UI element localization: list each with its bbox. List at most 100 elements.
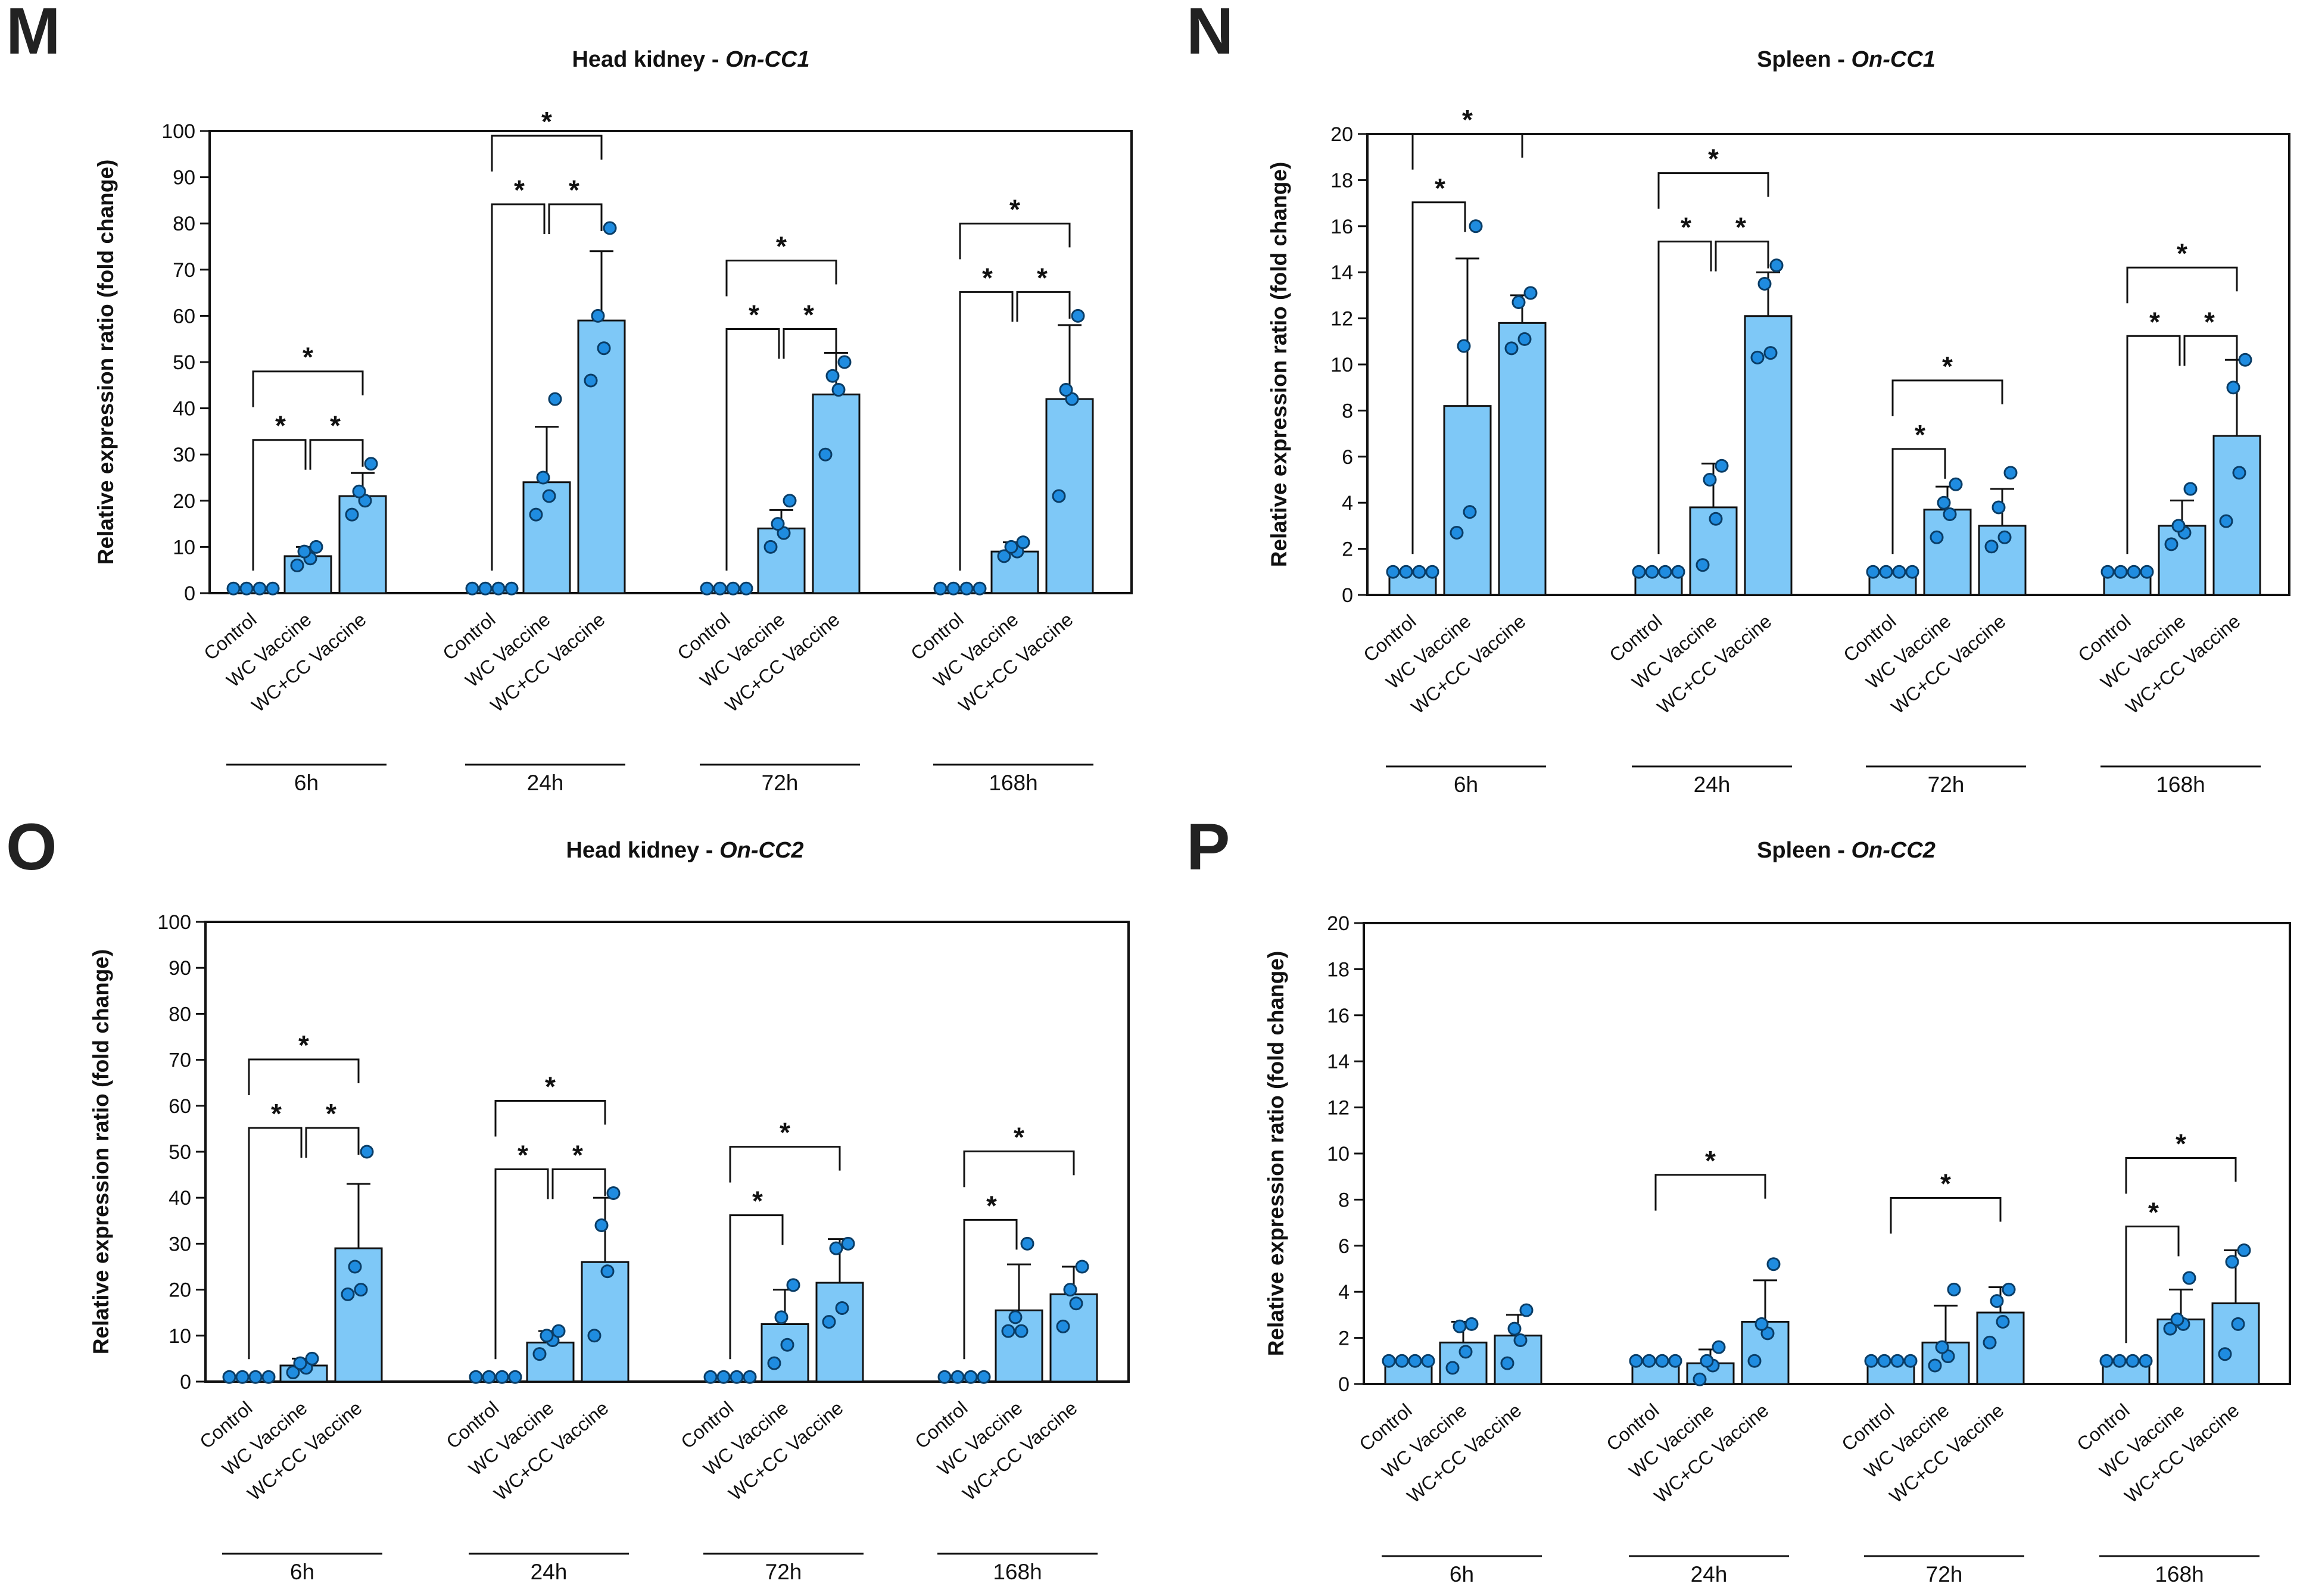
data-point (1014, 1324, 1029, 1338)
data-point (743, 1370, 757, 1384)
data-point (1903, 1354, 1918, 1368)
data-point (950, 1370, 965, 1384)
data-point (1421, 1354, 1435, 1368)
data-point (2225, 1255, 2239, 1269)
y-axis-label: Relative expression ratio (fold change) (89, 949, 113, 1355)
data-point (2218, 1347, 2232, 1361)
significance-star: * (303, 342, 313, 373)
significance-bracket (248, 1127, 303, 1360)
y-tick-label: 0 (1338, 1373, 1350, 1396)
data-point (1511, 295, 1526, 310)
data-point (297, 544, 311, 559)
data-point (1747, 1354, 1762, 1368)
y-tick-label: 2 (1338, 1327, 1350, 1350)
data-point (1949, 477, 1963, 491)
significance-star: * (2176, 1129, 2186, 1159)
chart-title: Spleen - On-CC1 (1757, 47, 1936, 72)
data-point (2170, 1313, 2184, 1327)
significance-star: * (986, 1190, 997, 1221)
data-point (352, 484, 366, 498)
data-point (1937, 495, 1951, 510)
significance-star: * (982, 262, 993, 293)
data-point (786, 1278, 800, 1292)
data-point (239, 581, 254, 596)
chart-title-plain: Spleen - (1757, 47, 1851, 72)
y-tick-label: 6 (1338, 1235, 1350, 1258)
bar (1498, 322, 1547, 596)
significance-bracket (963, 1218, 1018, 1360)
data-point (1513, 1333, 1528, 1347)
significance-bracket (1657, 172, 1769, 209)
panel-letter: M (6, 0, 61, 68)
data-point (964, 1370, 978, 1384)
data-point (542, 489, 556, 503)
bar (1923, 509, 1972, 596)
time-point-label: 6h (1454, 772, 1478, 797)
data-point (1507, 1321, 1522, 1336)
panel-n: N Spleen - On-CC1 Relative expression rati… (1186, 0, 2290, 797)
data-point (1693, 1372, 1707, 1386)
time-point-label: 72h (1926, 1562, 1963, 1586)
y-tick-label: 4 (1342, 492, 1353, 515)
data-point (1996, 1315, 2010, 1329)
data-point (937, 1370, 952, 1384)
panel-letter: N (1186, 0, 1233, 68)
y-tick-label: 10 (173, 536, 195, 559)
data-point (771, 517, 785, 531)
significance-star: * (298, 1030, 309, 1061)
significance-star: * (326, 1098, 336, 1129)
data-point (508, 1370, 522, 1384)
data-point (290, 558, 304, 572)
y-axis-label: Relative expression ratio (fold change) (1267, 162, 1291, 568)
data-point (716, 1370, 731, 1384)
time-point-label: 72h (1928, 772, 1965, 797)
chart-title-plain: Head kidney - (572, 47, 725, 72)
data-point (2182, 1271, 2196, 1285)
data-point (1500, 1356, 1514, 1370)
significance-bracket (1654, 1174, 1766, 1211)
significance-bracket (2126, 266, 2238, 304)
significance-star: * (1435, 173, 1445, 204)
data-point (1504, 341, 1519, 356)
data-point (482, 1370, 496, 1384)
data-point (348, 1260, 362, 1274)
data-point (1642, 1354, 1656, 1368)
significance-star: * (1009, 194, 1020, 225)
significance-star: * (271, 1098, 282, 1129)
y-axis-label: Relative expression ratio (fold change) (94, 160, 118, 565)
significance-bracket (1715, 241, 1769, 272)
y-tick-label: 30 (169, 1233, 191, 1255)
y-tick-label: 20 (1327, 912, 1350, 935)
y-tick-label: 20 (1330, 123, 1353, 146)
data-point (822, 1315, 836, 1329)
chart-title: Spleen - On-CC2 (1757, 838, 1936, 863)
significance-bracket (252, 439, 307, 571)
data-point (825, 369, 840, 383)
significance-star: * (275, 410, 286, 441)
significance-bracket (1016, 291, 1071, 322)
significance-star: * (569, 174, 579, 205)
data-point (1052, 489, 1066, 503)
bar (1049, 1293, 1098, 1383)
data-point (973, 581, 987, 596)
time-point-label: 24h (531, 1560, 568, 1584)
data-point (532, 1347, 547, 1361)
y-tick-label: 60 (173, 305, 195, 328)
data-point (226, 581, 241, 596)
data-point (293, 1356, 307, 1370)
significance-star: * (2204, 306, 2215, 337)
data-point (1464, 1317, 1479, 1331)
data-point (1928, 1358, 1942, 1373)
significance-bracket (494, 1099, 606, 1137)
data-point (360, 1145, 374, 1159)
data-point (1668, 1354, 1682, 1368)
y-tick-label: 40 (169, 1187, 191, 1210)
significance-star: * (1708, 144, 1719, 174)
data-point (1992, 500, 2006, 515)
data-point (469, 1370, 483, 1384)
significance-bracket (725, 259, 837, 297)
data-point (478, 581, 493, 596)
time-point-label: 24h (527, 771, 564, 795)
chart-title-gene: On-CC1 (1851, 47, 1935, 72)
